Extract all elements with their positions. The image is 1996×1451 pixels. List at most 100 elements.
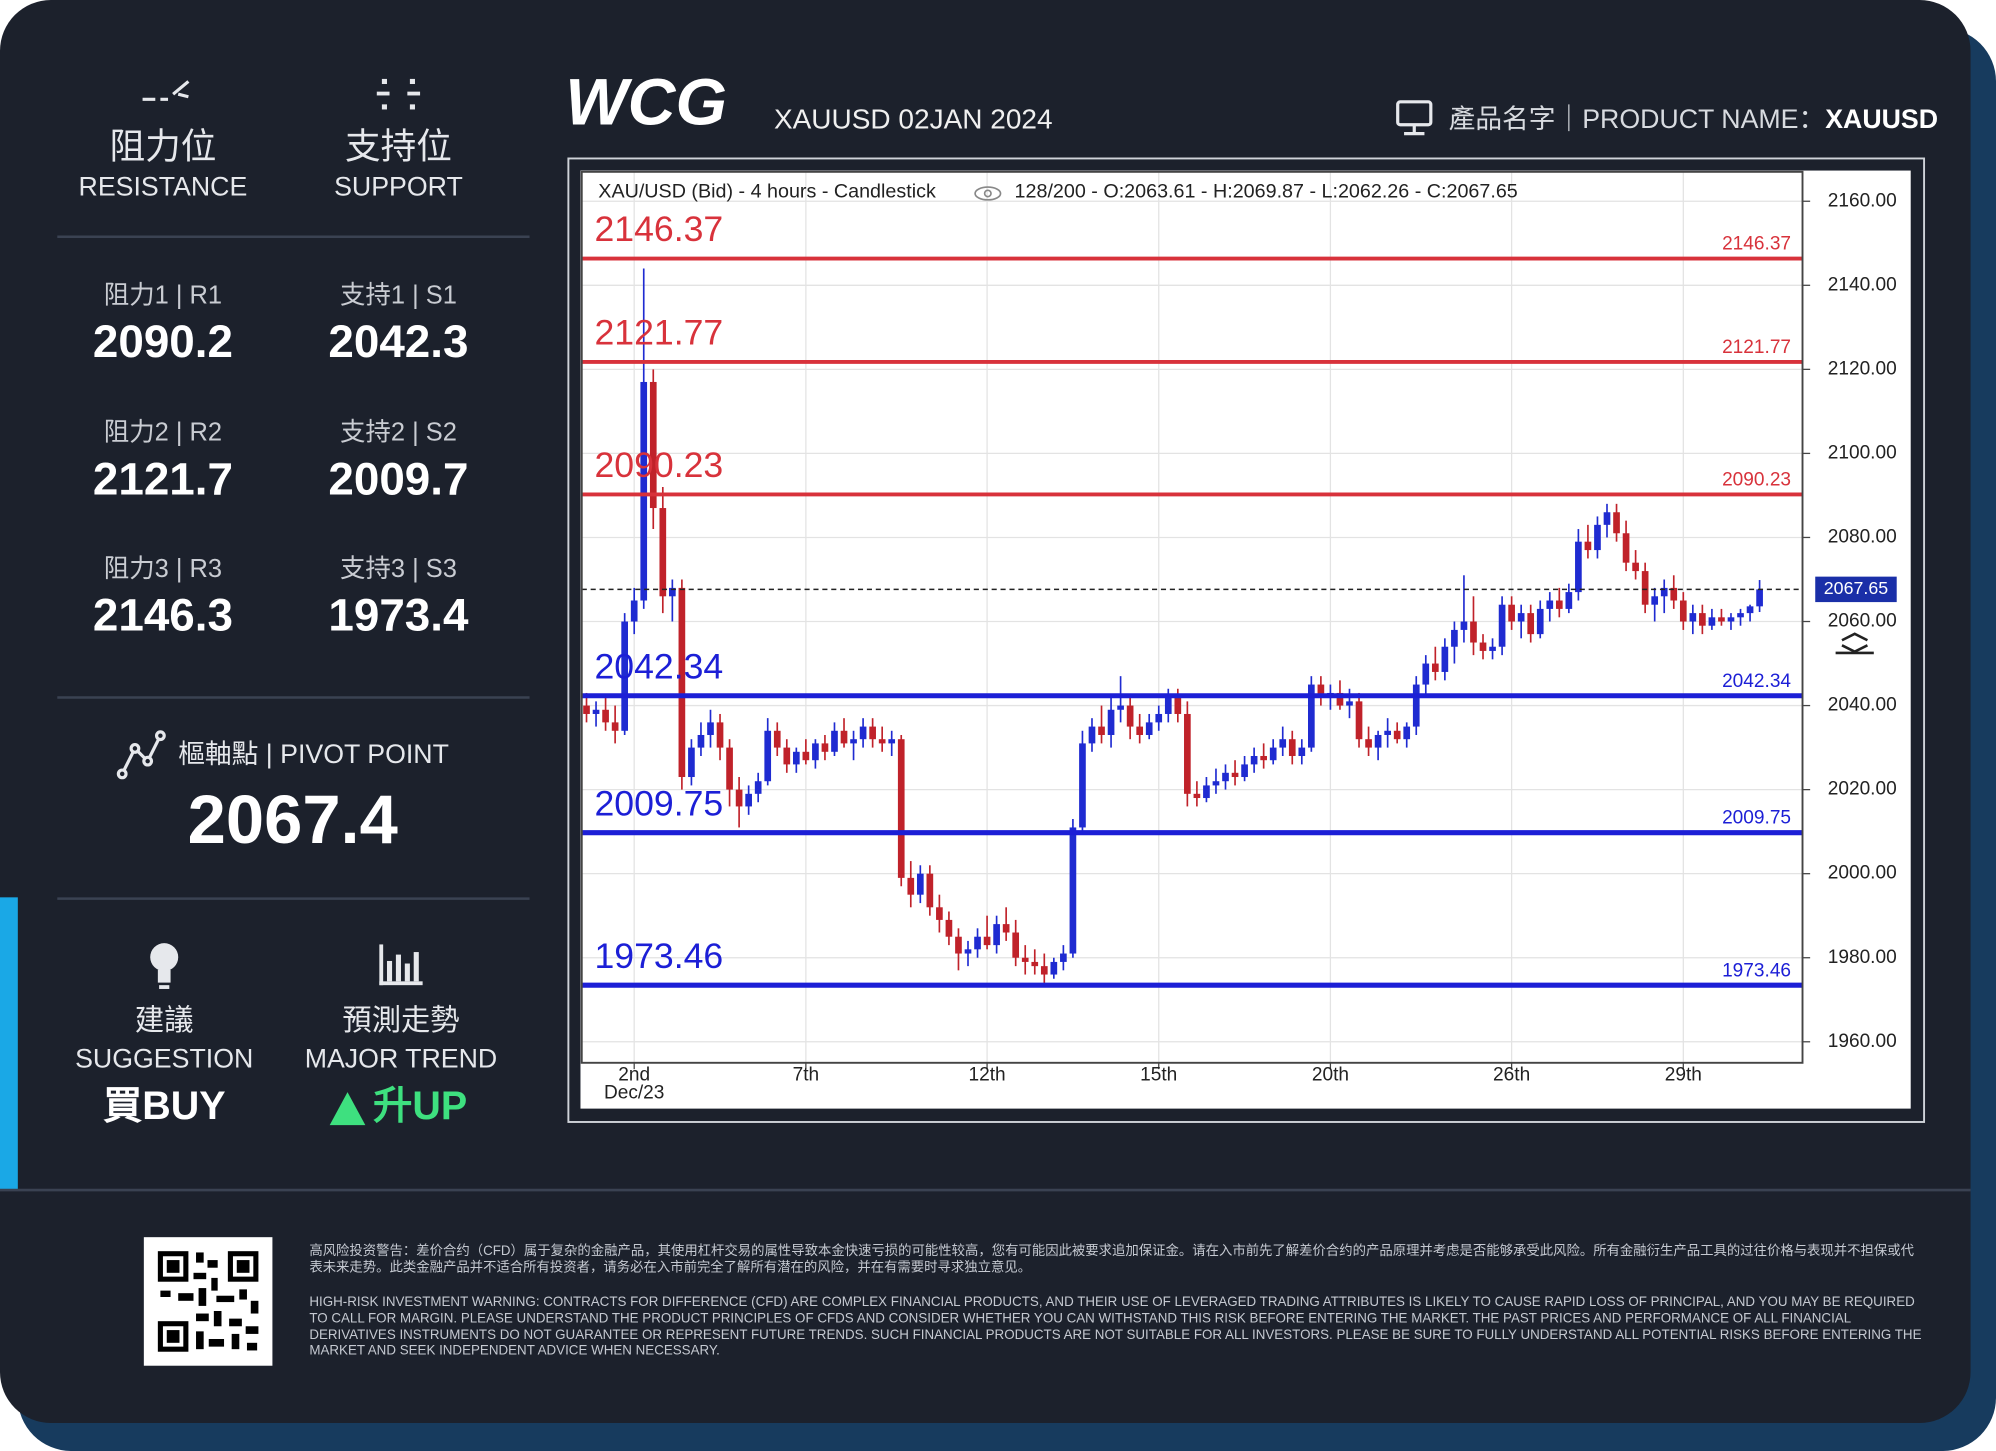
candle-body <box>1365 739 1372 748</box>
y-tick-label: 2100.00 <box>1828 442 1897 463</box>
s1-label: 支持1 | S1 <box>340 281 457 309</box>
level-label: 2090.23 <box>594 445 723 485</box>
candle-body <box>840 730 848 744</box>
candle-body <box>1355 701 1363 740</box>
candle-body <box>1269 747 1277 761</box>
candle-body <box>907 877 915 895</box>
candle-body <box>983 936 991 946</box>
s2-value: 2009.7 <box>328 454 468 505</box>
y-tick-label: 1980.00 <box>1828 947 1897 968</box>
candle-body <box>1250 756 1258 765</box>
candle-body <box>1422 663 1430 685</box>
candle-body <box>754 781 762 794</box>
y-tick-label: 2160.00 <box>1828 190 1897 211</box>
x-tick-label: 29th <box>1665 1065 1702 1086</box>
candle-body <box>859 726 867 740</box>
trend-title-en: MAJOR TREND <box>305 1043 498 1073</box>
candle-body <box>1498 604 1506 647</box>
candle-body <box>1002 924 1010 933</box>
candle-body <box>812 743 819 761</box>
candle-body <box>669 587 676 597</box>
candle-body <box>1603 512 1611 525</box>
qr-pattern <box>157 1251 259 1352</box>
level-label: 2042.34 <box>594 646 723 686</box>
y-tick-label: 2080.00 <box>1828 527 1897 548</box>
r1-value: 2090.2 <box>93 316 233 367</box>
x-tick-label: 20th <box>1312 1065 1349 1086</box>
candle-body <box>726 747 733 790</box>
r3-label: 阻力3 | R3 <box>104 555 222 583</box>
x-tick-label: 26th <box>1493 1065 1530 1086</box>
suggestion-value: 買BUY <box>103 1084 226 1128</box>
product-name: XAUUSD <box>1825 104 1938 134</box>
candle-body <box>1346 701 1353 706</box>
candle-body <box>1098 726 1105 735</box>
chart-background <box>580 170 1911 1109</box>
x-tick-label: 12th <box>969 1065 1006 1086</box>
candle-body <box>1479 642 1487 651</box>
candle-body <box>1222 772 1229 782</box>
candle-body <box>964 949 972 954</box>
x-tick-label: 7th <box>793 1065 820 1086</box>
s3-value: 1973.4 <box>328 590 469 641</box>
bulb-icon <box>150 943 179 989</box>
candle-body <box>1470 621 1477 643</box>
suggestion-title-en: SUGGESTION <box>75 1043 253 1073</box>
candle-body <box>592 709 600 714</box>
disclaimer-en: HIGH-RISK INVESTMENT WARNING: CONTRACTS … <box>309 1294 1922 1359</box>
candle-body <box>1555 600 1563 609</box>
candle-body <box>1460 621 1468 630</box>
candle-body <box>688 747 695 778</box>
candle-body <box>1431 663 1439 672</box>
pivot-value: 2067.4 <box>188 781 398 858</box>
candle-body <box>1670 587 1678 601</box>
x-tick-label: 15th <box>1140 1065 1177 1086</box>
x-sublabel: Dec/23 <box>604 1082 664 1103</box>
candle-body <box>1040 966 1048 975</box>
candle-body <box>831 730 838 752</box>
candle-body <box>1260 756 1267 761</box>
candle-body <box>1575 541 1582 593</box>
candle-body <box>1403 726 1411 740</box>
candle-body <box>773 730 781 748</box>
pivot-label: 樞軸點 | PIVOT POINT <box>178 739 449 769</box>
candle-body <box>1565 592 1573 609</box>
candle-body <box>945 919 953 937</box>
candle-body <box>1641 571 1649 605</box>
candle-body <box>1679 600 1687 622</box>
y-tick-label: 1960.00 <box>1828 1031 1897 1052</box>
chart-subtitle: 128/200 - O:2063.61 - H:2069.87 - L:2062… <box>1015 180 1518 202</box>
chart-title: XAU/USD (Bid) - 4 hours - Candlestick <box>598 180 936 202</box>
level-label-small: 2146.37 <box>1722 234 1791 255</box>
monitor-icon <box>1396 100 1433 136</box>
candle-body <box>1174 697 1182 714</box>
r3-value: 2146.3 <box>93 590 233 641</box>
level-label-small: 2121.77 <box>1722 337 1791 358</box>
candle-body <box>783 747 791 765</box>
level-label: 2121.77 <box>594 313 723 353</box>
candle-body <box>974 936 981 950</box>
r1-label: 阻力1 | R1 <box>104 281 222 309</box>
candle-body <box>745 793 752 807</box>
scroll-icon <box>1835 632 1874 655</box>
candle-body <box>936 907 943 920</box>
candle-body <box>1021 957 1029 962</box>
accent-stripe <box>0 897 18 1191</box>
candle-body <box>1145 722 1153 735</box>
candle-body <box>1317 684 1325 698</box>
candle-body <box>1441 646 1449 672</box>
candle-body <box>1155 713 1163 723</box>
candle-body <box>1527 613 1535 635</box>
candle-body <box>764 730 772 782</box>
level-label-small: 2042.34 <box>1722 671 1791 692</box>
candle-body <box>1107 709 1115 735</box>
candle-body <box>916 873 924 895</box>
candle-body <box>1336 692 1344 706</box>
candle-body <box>1594 524 1601 551</box>
candle-body <box>1651 596 1659 605</box>
candle-body <box>1279 739 1287 748</box>
chart-frame <box>567 157 1926 1123</box>
trend-title: 預測走勢 <box>342 1004 459 1037</box>
candle-body <box>1708 617 1716 626</box>
